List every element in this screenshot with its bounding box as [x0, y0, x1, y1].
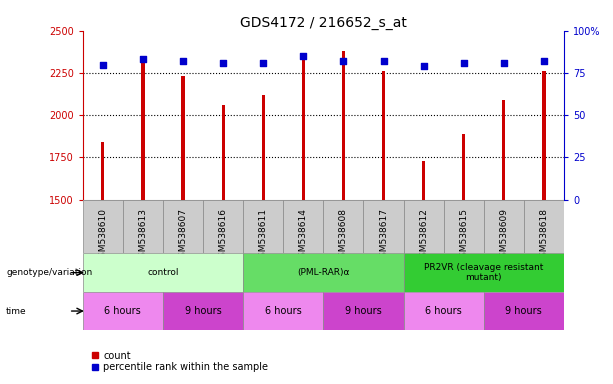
Bar [83, 292, 163, 330]
Text: 9 hours: 9 hours [185, 306, 221, 316]
Text: GSM538612: GSM538612 [419, 208, 428, 263]
Bar [262, 95, 265, 200]
Bar [142, 63, 145, 200]
Bar [203, 200, 243, 253]
Point [379, 58, 389, 64]
Legend: count, percentile rank within the sample: count, percentile rank within the sample [88, 347, 272, 376]
Text: GSM538610: GSM538610 [98, 208, 107, 263]
Text: time: time [6, 306, 27, 316]
Text: 9 hours: 9 hours [506, 306, 543, 316]
Point [98, 61, 108, 68]
Text: GSM538613: GSM538613 [139, 208, 147, 263]
Point [419, 63, 428, 69]
Text: genotype/variation: genotype/variation [6, 268, 93, 277]
Bar [283, 200, 324, 253]
Point [138, 56, 148, 63]
Text: GSM538618: GSM538618 [539, 208, 549, 263]
Bar [543, 71, 546, 200]
Bar [484, 200, 524, 253]
Text: GSM538615: GSM538615 [459, 208, 468, 263]
Bar [181, 76, 185, 200]
Bar [243, 253, 403, 292]
Bar [403, 200, 444, 253]
Text: 6 hours: 6 hours [265, 306, 302, 316]
Bar [382, 71, 385, 200]
Bar [243, 200, 283, 253]
Title: GDS4172 / 216652_s_at: GDS4172 / 216652_s_at [240, 16, 407, 30]
Bar [123, 200, 163, 253]
Text: (PML-RAR)α: (PML-RAR)α [297, 268, 349, 277]
Text: control: control [147, 268, 179, 277]
Text: 9 hours: 9 hours [345, 306, 382, 316]
Text: GSM538614: GSM538614 [299, 208, 308, 263]
Point [499, 60, 509, 66]
Bar [364, 200, 403, 253]
Bar [484, 292, 564, 330]
Bar [444, 200, 484, 253]
Bar [163, 292, 243, 330]
Point [299, 53, 308, 59]
Bar [324, 292, 403, 330]
Point [218, 60, 228, 66]
Point [178, 58, 188, 64]
Text: GSM538617: GSM538617 [379, 208, 388, 263]
Text: 6 hours: 6 hours [425, 306, 462, 316]
Point [539, 58, 549, 64]
Text: GSM538608: GSM538608 [339, 208, 348, 263]
Bar [243, 292, 324, 330]
Point [338, 58, 348, 64]
Bar [101, 142, 104, 200]
Bar [324, 200, 364, 253]
Bar [221, 105, 225, 200]
Text: GSM538616: GSM538616 [219, 208, 227, 263]
Point [459, 60, 468, 66]
Bar [524, 200, 564, 253]
Text: GSM538611: GSM538611 [259, 208, 268, 263]
Bar [83, 253, 243, 292]
Bar [462, 134, 465, 200]
Bar [302, 56, 305, 200]
Bar [422, 161, 425, 200]
Bar [403, 253, 564, 292]
Bar [163, 200, 203, 253]
Text: GSM538607: GSM538607 [178, 208, 188, 263]
Text: GSM538609: GSM538609 [500, 208, 508, 263]
Bar [502, 100, 505, 200]
Bar [342, 51, 345, 200]
Point [258, 60, 268, 66]
Bar [403, 292, 484, 330]
Bar [83, 200, 123, 253]
Text: PR2VR (cleavage resistant
mutant): PR2VR (cleavage resistant mutant) [424, 263, 544, 282]
Text: 6 hours: 6 hours [104, 306, 141, 316]
